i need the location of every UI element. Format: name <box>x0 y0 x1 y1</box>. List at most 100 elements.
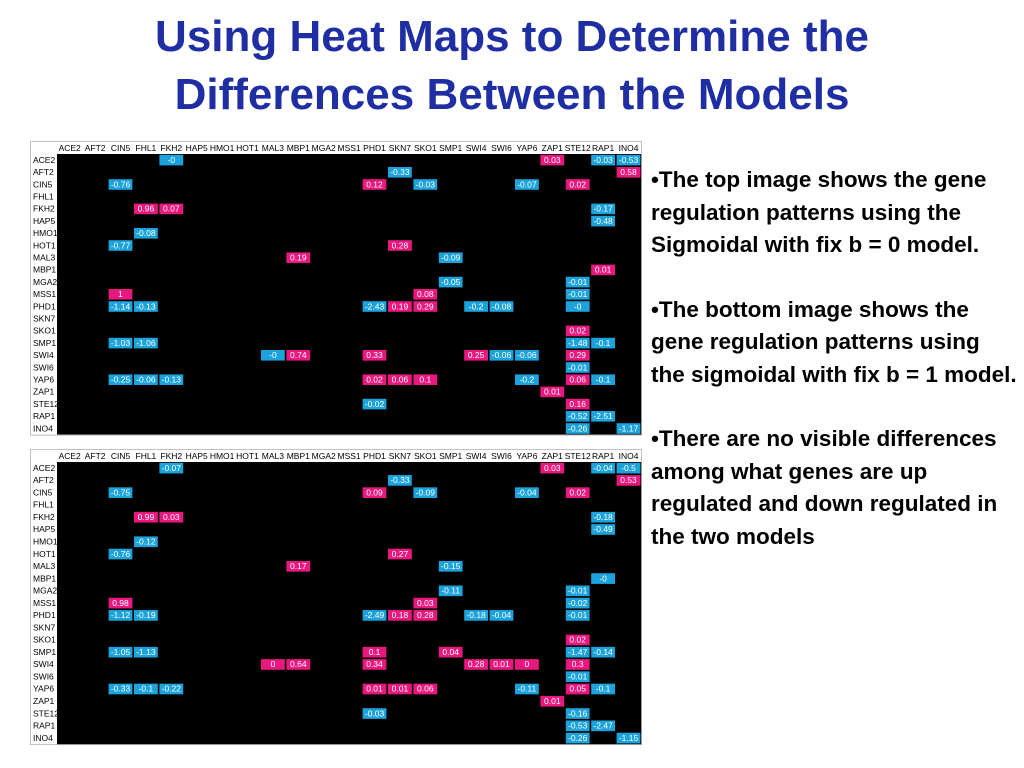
cell-fill <box>565 179 590 190</box>
cell-fill <box>591 511 615 523</box>
cell-fill <box>108 240 133 251</box>
row-label: INO4 <box>33 733 53 743</box>
cell-fill <box>565 276 590 288</box>
cell-fill <box>489 350 514 361</box>
column-label: STE12 <box>565 451 591 461</box>
cell-fill <box>388 683 412 695</box>
column-label: RAP1 <box>592 143 614 153</box>
bullet: •The top image shows the gene regulation… <box>651 167 987 257</box>
cell-value: 0.74 <box>290 350 307 360</box>
row-label: ACE2 <box>33 155 55 165</box>
cell-value: -0.13 <box>162 374 182 384</box>
cell-value: 1 <box>118 289 123 299</box>
heatmap-border <box>30 449 643 746</box>
cell-fill <box>134 536 158 548</box>
cell-value: 0.02 <box>366 374 383 384</box>
cell-fill <box>591 203 615 215</box>
cell-fill <box>591 462 615 474</box>
cell-value: -1.15 <box>619 733 639 743</box>
cell-value: -0 <box>599 573 607 583</box>
row-label: MBP1 <box>33 265 56 275</box>
column-label: FKH2 <box>160 143 182 153</box>
row-label: FHL1 <box>33 191 54 201</box>
cell-value: 0.29 <box>417 301 434 311</box>
cell-fill <box>565 423 590 434</box>
row-label: CIN5 <box>33 487 53 497</box>
column-label: SKN7 <box>389 451 411 461</box>
cell-fill <box>108 179 133 190</box>
cell-fill <box>565 597 590 609</box>
cell-fill <box>616 462 641 474</box>
column-label: HAP5 <box>186 143 208 153</box>
cell-fill <box>108 646 133 658</box>
cell-fill <box>591 573 615 584</box>
cell-fill <box>616 423 641 434</box>
column-label: INO4 <box>619 451 639 461</box>
column-label: SKO1 <box>414 451 437 461</box>
row-label: SWI6 <box>33 362 54 372</box>
cell-fill <box>565 671 590 683</box>
cell-value: -0.11 <box>518 684 537 694</box>
heatmap-border <box>30 141 643 436</box>
column-label: ZAP1 <box>542 143 564 153</box>
cell-fill <box>565 732 590 744</box>
cell-fill <box>489 610 514 621</box>
row-label: SWI6 <box>33 671 54 681</box>
cell-value: -0.05 <box>441 277 461 287</box>
cell-fill <box>108 374 133 385</box>
row-label: CIN5 <box>33 179 53 189</box>
cell-value: -0.09 <box>441 252 461 262</box>
cell-value: 0.53 <box>620 475 637 485</box>
cell-fill <box>515 179 539 190</box>
bullet: •There are no visible differences among … <box>651 426 998 549</box>
cell-fill <box>540 386 565 398</box>
cell-value: -0.01 <box>568 362 588 372</box>
cell-value: -0.53 <box>619 155 639 165</box>
cell-fill <box>591 411 615 422</box>
column-label: FHL1 <box>136 143 157 153</box>
cell-value: -0.04 <box>517 487 537 497</box>
cell-fill <box>464 610 488 621</box>
column-label: ACE2 <box>59 451 81 461</box>
column-label: FHL1 <box>136 451 157 461</box>
row-label: MGA2 <box>33 586 57 596</box>
column-label: ACE2 <box>59 143 81 153</box>
cell-value: -0.25 <box>111 374 131 384</box>
cell-value: -0.03 <box>365 708 385 718</box>
cell-fill <box>159 374 184 385</box>
cell-value: -1.48 <box>568 338 588 348</box>
cell-value: -0.2 <box>469 301 484 311</box>
cell-fill <box>159 511 184 523</box>
cell-value: 0.96 <box>138 204 155 214</box>
cell-fill <box>438 560 463 572</box>
cell-value: -0.03 <box>593 155 613 165</box>
cell-fill <box>438 252 463 263</box>
cell-fill <box>362 683 387 695</box>
row-label: SKO1 <box>33 635 56 645</box>
column-label: SWI6 <box>491 143 512 153</box>
cell-value: -0.07 <box>517 179 537 189</box>
cell-value: -0.06 <box>492 350 512 360</box>
cell-value: 0.27 <box>392 549 409 559</box>
row-label: RAP1 <box>33 721 55 731</box>
cell-value: 0.01 <box>595 265 612 275</box>
cell-fill <box>134 683 158 695</box>
row-label: AFT2 <box>33 475 54 485</box>
cell-value: -0.18 <box>466 610 486 620</box>
column-label: MBP1 <box>287 451 310 461</box>
cell-fill <box>565 301 590 312</box>
cell-value: -0.52 <box>568 411 588 421</box>
row-label: ZAP1 <box>33 387 55 397</box>
cell-fill <box>286 560 311 572</box>
cell-value: 0.02 <box>569 179 586 189</box>
column-label: INO4 <box>619 143 639 153</box>
cell-fill <box>159 154 184 166</box>
cell-fill <box>134 337 158 349</box>
row-label: HMO1 <box>33 537 58 547</box>
cell-fill <box>565 289 590 300</box>
row-label: MBP1 <box>33 573 56 583</box>
cell-value: 0.18 <box>392 610 409 620</box>
cell-fill <box>362 646 387 658</box>
cell-value: 0.08 <box>417 289 434 299</box>
cell-value: -0.76 <box>111 549 131 559</box>
